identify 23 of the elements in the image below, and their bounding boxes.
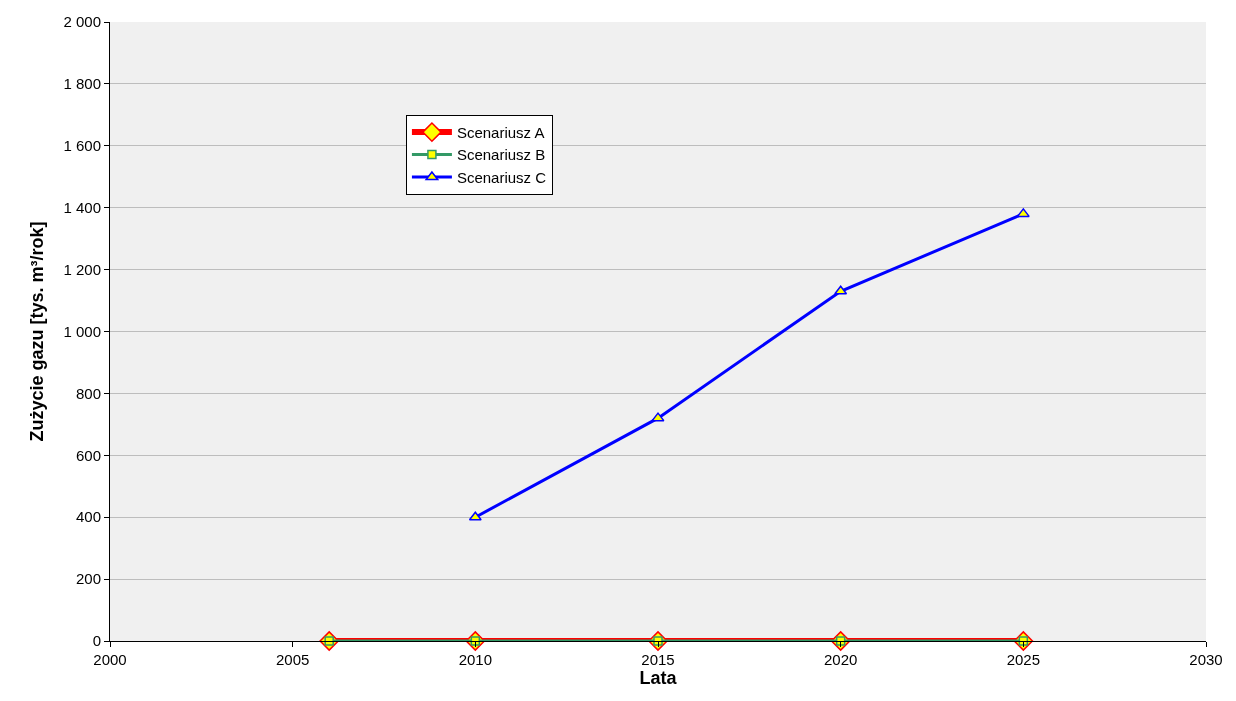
x-tick-label: 2010 [458, 651, 493, 668]
y-tick-label: 1 800 [63, 75, 101, 93]
x-tick-label: 2005 [275, 651, 310, 668]
x-axis-title: Lata [639, 668, 678, 688]
legend-label: Scenariusz C [456, 168, 547, 186]
y-tick-label: 600 [75, 446, 101, 464]
x-tick-label: 2025 [1006, 651, 1041, 668]
x-tick-label: 2030 [1189, 651, 1223, 668]
x-tick-label: 2015 [641, 651, 675, 668]
y-tick-label: 0 [92, 632, 101, 650]
y-axis-title: Zużycie gazu [tys. m³/rok] [26, 221, 47, 442]
legend-label: Scenariusz B [456, 146, 546, 164]
y-tick-label: 1 200 [63, 260, 101, 278]
legend-label: Scenariusz A [456, 123, 545, 141]
y-tick-label: 1 400 [63, 198, 101, 216]
y-tick-label: 1 000 [63, 322, 101, 340]
x-tick-label: 2020 [823, 651, 858, 668]
y-tick-label: 400 [75, 508, 101, 526]
x-tick-label: 2000 [93, 651, 127, 668]
y-tick-label: 2 000 [63, 13, 101, 31]
y-tick-label: 200 [75, 570, 101, 588]
y-tick-label: 800 [75, 384, 101, 402]
y-tick-label: 1 600 [63, 137, 101, 155]
